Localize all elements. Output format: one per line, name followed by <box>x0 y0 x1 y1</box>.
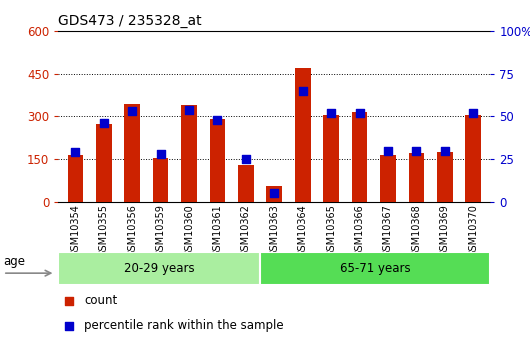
Text: GSM10355: GSM10355 <box>99 204 109 257</box>
Text: GSM10356: GSM10356 <box>127 204 137 257</box>
Text: GDS473 / 235328_at: GDS473 / 235328_at <box>58 14 202 28</box>
Point <box>440 148 449 154</box>
Point <box>384 148 392 154</box>
Text: GSM10366: GSM10366 <box>355 204 365 257</box>
Text: GSM10368: GSM10368 <box>411 204 421 257</box>
Point <box>270 190 278 196</box>
Text: GSM10354: GSM10354 <box>70 204 81 257</box>
Bar <box>409 154 424 202</box>
Text: GSM10363: GSM10363 <box>269 204 279 257</box>
Point <box>469 110 478 116</box>
Text: GSM10369: GSM10369 <box>440 204 450 257</box>
Bar <box>437 152 453 202</box>
Point <box>213 117 222 122</box>
Point <box>156 151 165 157</box>
Point <box>185 107 193 112</box>
Text: GSM10361: GSM10361 <box>213 204 223 257</box>
Text: count: count <box>84 294 118 307</box>
Point <box>298 88 307 93</box>
Point <box>71 149 80 155</box>
Text: GSM10360: GSM10360 <box>184 204 194 257</box>
Bar <box>58 252 260 285</box>
Bar <box>96 124 112 202</box>
Point <box>355 110 364 116</box>
Text: GSM10364: GSM10364 <box>298 204 308 257</box>
Bar <box>181 105 197 202</box>
Bar <box>323 115 339 202</box>
Point <box>128 109 136 114</box>
Text: GSM10359: GSM10359 <box>156 204 165 257</box>
Text: age: age <box>3 255 25 267</box>
Point <box>65 323 73 328</box>
Bar <box>125 104 140 202</box>
Bar <box>210 119 225 202</box>
Text: percentile rank within the sample: percentile rank within the sample <box>84 319 284 332</box>
Bar <box>260 252 490 285</box>
Text: GSM10367: GSM10367 <box>383 204 393 257</box>
Bar <box>238 165 254 202</box>
Point <box>327 110 335 116</box>
Point <box>100 120 108 126</box>
Bar <box>295 68 311 202</box>
Text: GSM10370: GSM10370 <box>468 204 478 257</box>
Bar <box>380 155 396 202</box>
Point <box>412 148 421 154</box>
Point <box>65 298 73 303</box>
Bar <box>465 115 481 202</box>
Point <box>242 156 250 162</box>
Bar <box>267 186 282 202</box>
Text: GSM10365: GSM10365 <box>326 204 336 257</box>
Text: GSM10362: GSM10362 <box>241 204 251 257</box>
Text: 65-71 years: 65-71 years <box>340 262 410 275</box>
Text: 20-29 years: 20-29 years <box>124 262 195 275</box>
Bar <box>153 158 169 202</box>
Bar <box>67 155 83 202</box>
Bar <box>352 112 367 202</box>
